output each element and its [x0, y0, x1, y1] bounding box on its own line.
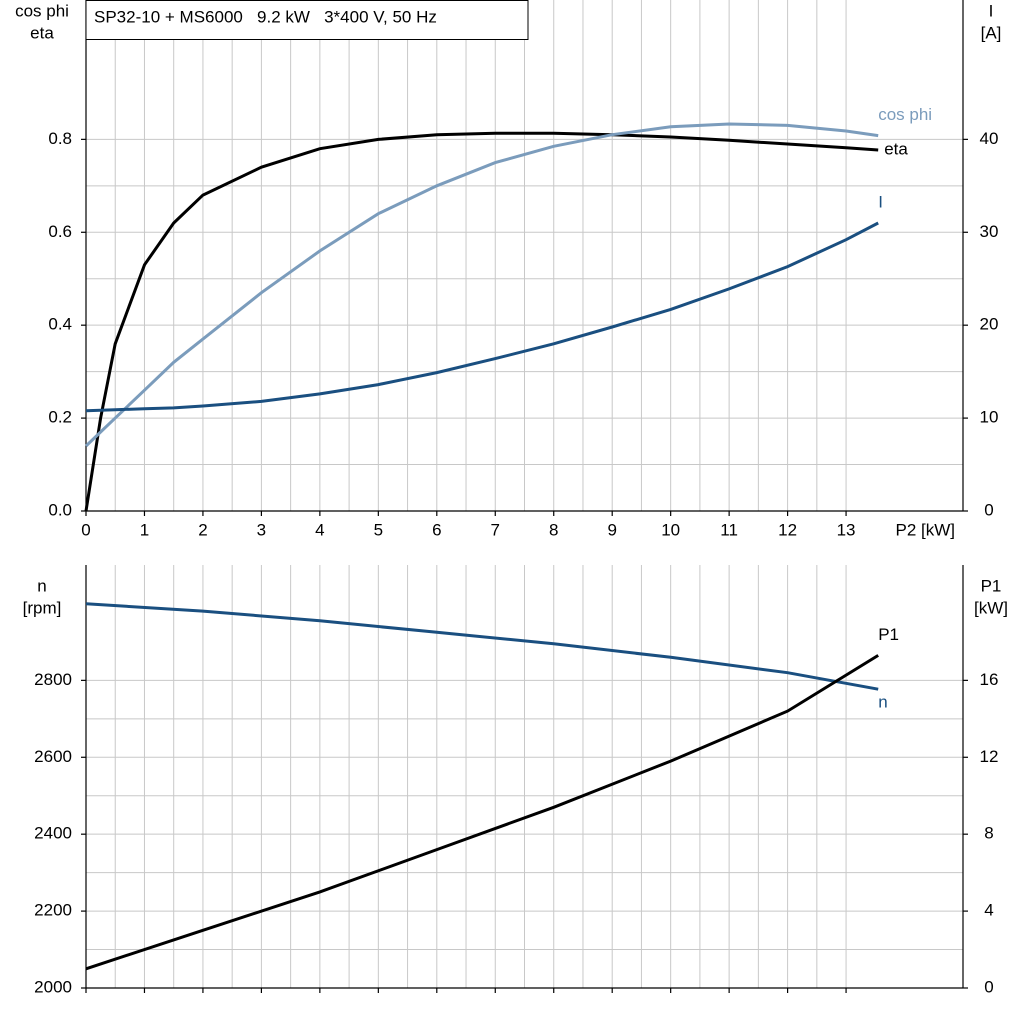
x-tick-label: 6 — [432, 520, 441, 539]
series-line — [85, 221, 879, 413]
series-label: P1 — [878, 625, 899, 644]
y-tick-label: 2200 — [34, 901, 72, 920]
y2-tick-label: 12 — [980, 747, 999, 766]
y2-tick-label: 30 — [980, 222, 999, 241]
x-tick-label: 5 — [374, 520, 383, 539]
y2-tick-label: 0 — [984, 500, 993, 519]
series-line — [84, 131, 879, 512]
y-tick-label: 0.8 — [48, 129, 72, 148]
y-tick-label: 0.2 — [48, 408, 72, 427]
y2-axis-label: P1 — [981, 576, 1002, 595]
series-line — [85, 654, 879, 971]
x-tick-label: 13 — [837, 520, 856, 539]
y-tick-label: 0.6 — [48, 222, 72, 241]
y2-tick-label: 4 — [984, 901, 993, 920]
y2-tick-label: 40 — [980, 129, 999, 148]
series-line — [84, 122, 879, 448]
y-tick-label: 2000 — [34, 977, 72, 996]
y-axis-label: [rpm] — [23, 598, 62, 617]
x-tick-label: 2 — [198, 520, 207, 539]
series-label: eta — [884, 140, 908, 159]
y-tick-label: 2400 — [34, 824, 72, 843]
x-tick-label: 1 — [140, 520, 149, 539]
x-tick-label: 8 — [549, 520, 558, 539]
y2-tick-label: 20 — [980, 315, 999, 334]
x-tick-label: 10 — [661, 520, 680, 539]
y2-tick-label: 10 — [980, 408, 999, 427]
x-axis-label: P2 [kW] — [895, 520, 955, 539]
y2-tick-label: 8 — [984, 824, 993, 843]
y2-tick-label: 0 — [984, 977, 993, 996]
y2-axis-label: [A] — [981, 23, 1002, 42]
y-axis-label: cos phi — [15, 1, 69, 20]
y-axis-label: n — [37, 576, 46, 595]
x-tick-label: 7 — [491, 520, 500, 539]
x-tick-label: 0 — [81, 520, 90, 539]
x-tick-label: 9 — [607, 520, 616, 539]
y2-axis-label: [kW] — [974, 598, 1008, 617]
y-tick-label: 2600 — [34, 747, 72, 766]
y2-tick-label: 16 — [980, 670, 999, 689]
y-tick-label: 0.4 — [48, 315, 72, 334]
y-tick-label: 2800 — [34, 670, 72, 689]
y-axis-label: eta — [30, 23, 54, 42]
series-line — [85, 602, 879, 691]
x-tick-label: 3 — [257, 520, 266, 539]
y2-axis-label: I — [989, 1, 994, 20]
y-tick-label: 0.0 — [48, 500, 72, 519]
series-label: I — [878, 192, 883, 211]
series-label: n — [878, 693, 887, 712]
x-tick-label: 12 — [778, 520, 797, 539]
x-tick-label: 4 — [315, 520, 324, 539]
title-box — [85, 0, 529, 40]
series-label: cos phi — [878, 105, 932, 124]
x-tick-label: 11 — [720, 520, 738, 539]
chart-title: SP32-10 + MS6000 9.2 kW 3*400 V, 50 Hz — [94, 7, 437, 26]
